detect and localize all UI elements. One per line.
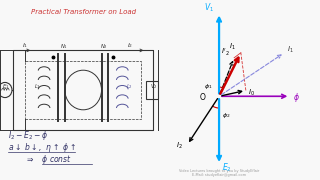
Text: $E_1$: $E_1$ bbox=[2, 82, 9, 91]
Text: $I_0$: $I_0$ bbox=[248, 88, 255, 98]
Text: $\phi$: $\phi$ bbox=[293, 91, 300, 104]
Text: $I_1$: $I_1$ bbox=[287, 45, 293, 55]
Text: $E_2$: $E_2$ bbox=[222, 162, 232, 174]
Text: $I_2 - E_2 - \phi$: $I_2 - E_2 - \phi$ bbox=[8, 129, 48, 142]
Text: $L_2$: $L_2$ bbox=[126, 82, 133, 91]
Text: $N_1$: $N_1$ bbox=[60, 43, 68, 51]
Text: $I_1$: $I_1$ bbox=[22, 41, 28, 50]
Text: $L_1$: $L_1$ bbox=[34, 82, 41, 91]
Text: O: O bbox=[200, 93, 206, 102]
Text: $\Rightarrow$   $\phi$ const: $\Rightarrow$ $\phi$ const bbox=[25, 153, 72, 166]
Text: $N_2$: $N_2$ bbox=[100, 43, 108, 51]
Text: $V_2$: $V_2$ bbox=[150, 82, 157, 91]
Text: $I_2$: $I_2$ bbox=[176, 141, 183, 151]
Text: Video Lectures brought to you by StudyEflair
E-Mail: studyeflair@gmail.com: Video Lectures brought to you by StudyEf… bbox=[179, 169, 259, 177]
Text: $\phi_2$: $\phi_2$ bbox=[222, 111, 231, 120]
Text: $I_1$: $I_1$ bbox=[229, 42, 236, 52]
Text: $\phi_1$: $\phi_1$ bbox=[204, 82, 212, 91]
Text: $I'_2$: $I'_2$ bbox=[221, 47, 230, 58]
Text: $V_1$: $V_1$ bbox=[204, 1, 214, 13]
Text: Practical Transformer on Load: Practical Transformer on Load bbox=[31, 9, 136, 15]
Text: $I_2$: $I_2$ bbox=[127, 41, 133, 50]
Text: $a\downarrow$ $b\downarrow$,  $\eta\uparrow$ $\phi\uparrow$: $a\downarrow$ $b\downarrow$, $\eta\uparr… bbox=[8, 141, 76, 154]
